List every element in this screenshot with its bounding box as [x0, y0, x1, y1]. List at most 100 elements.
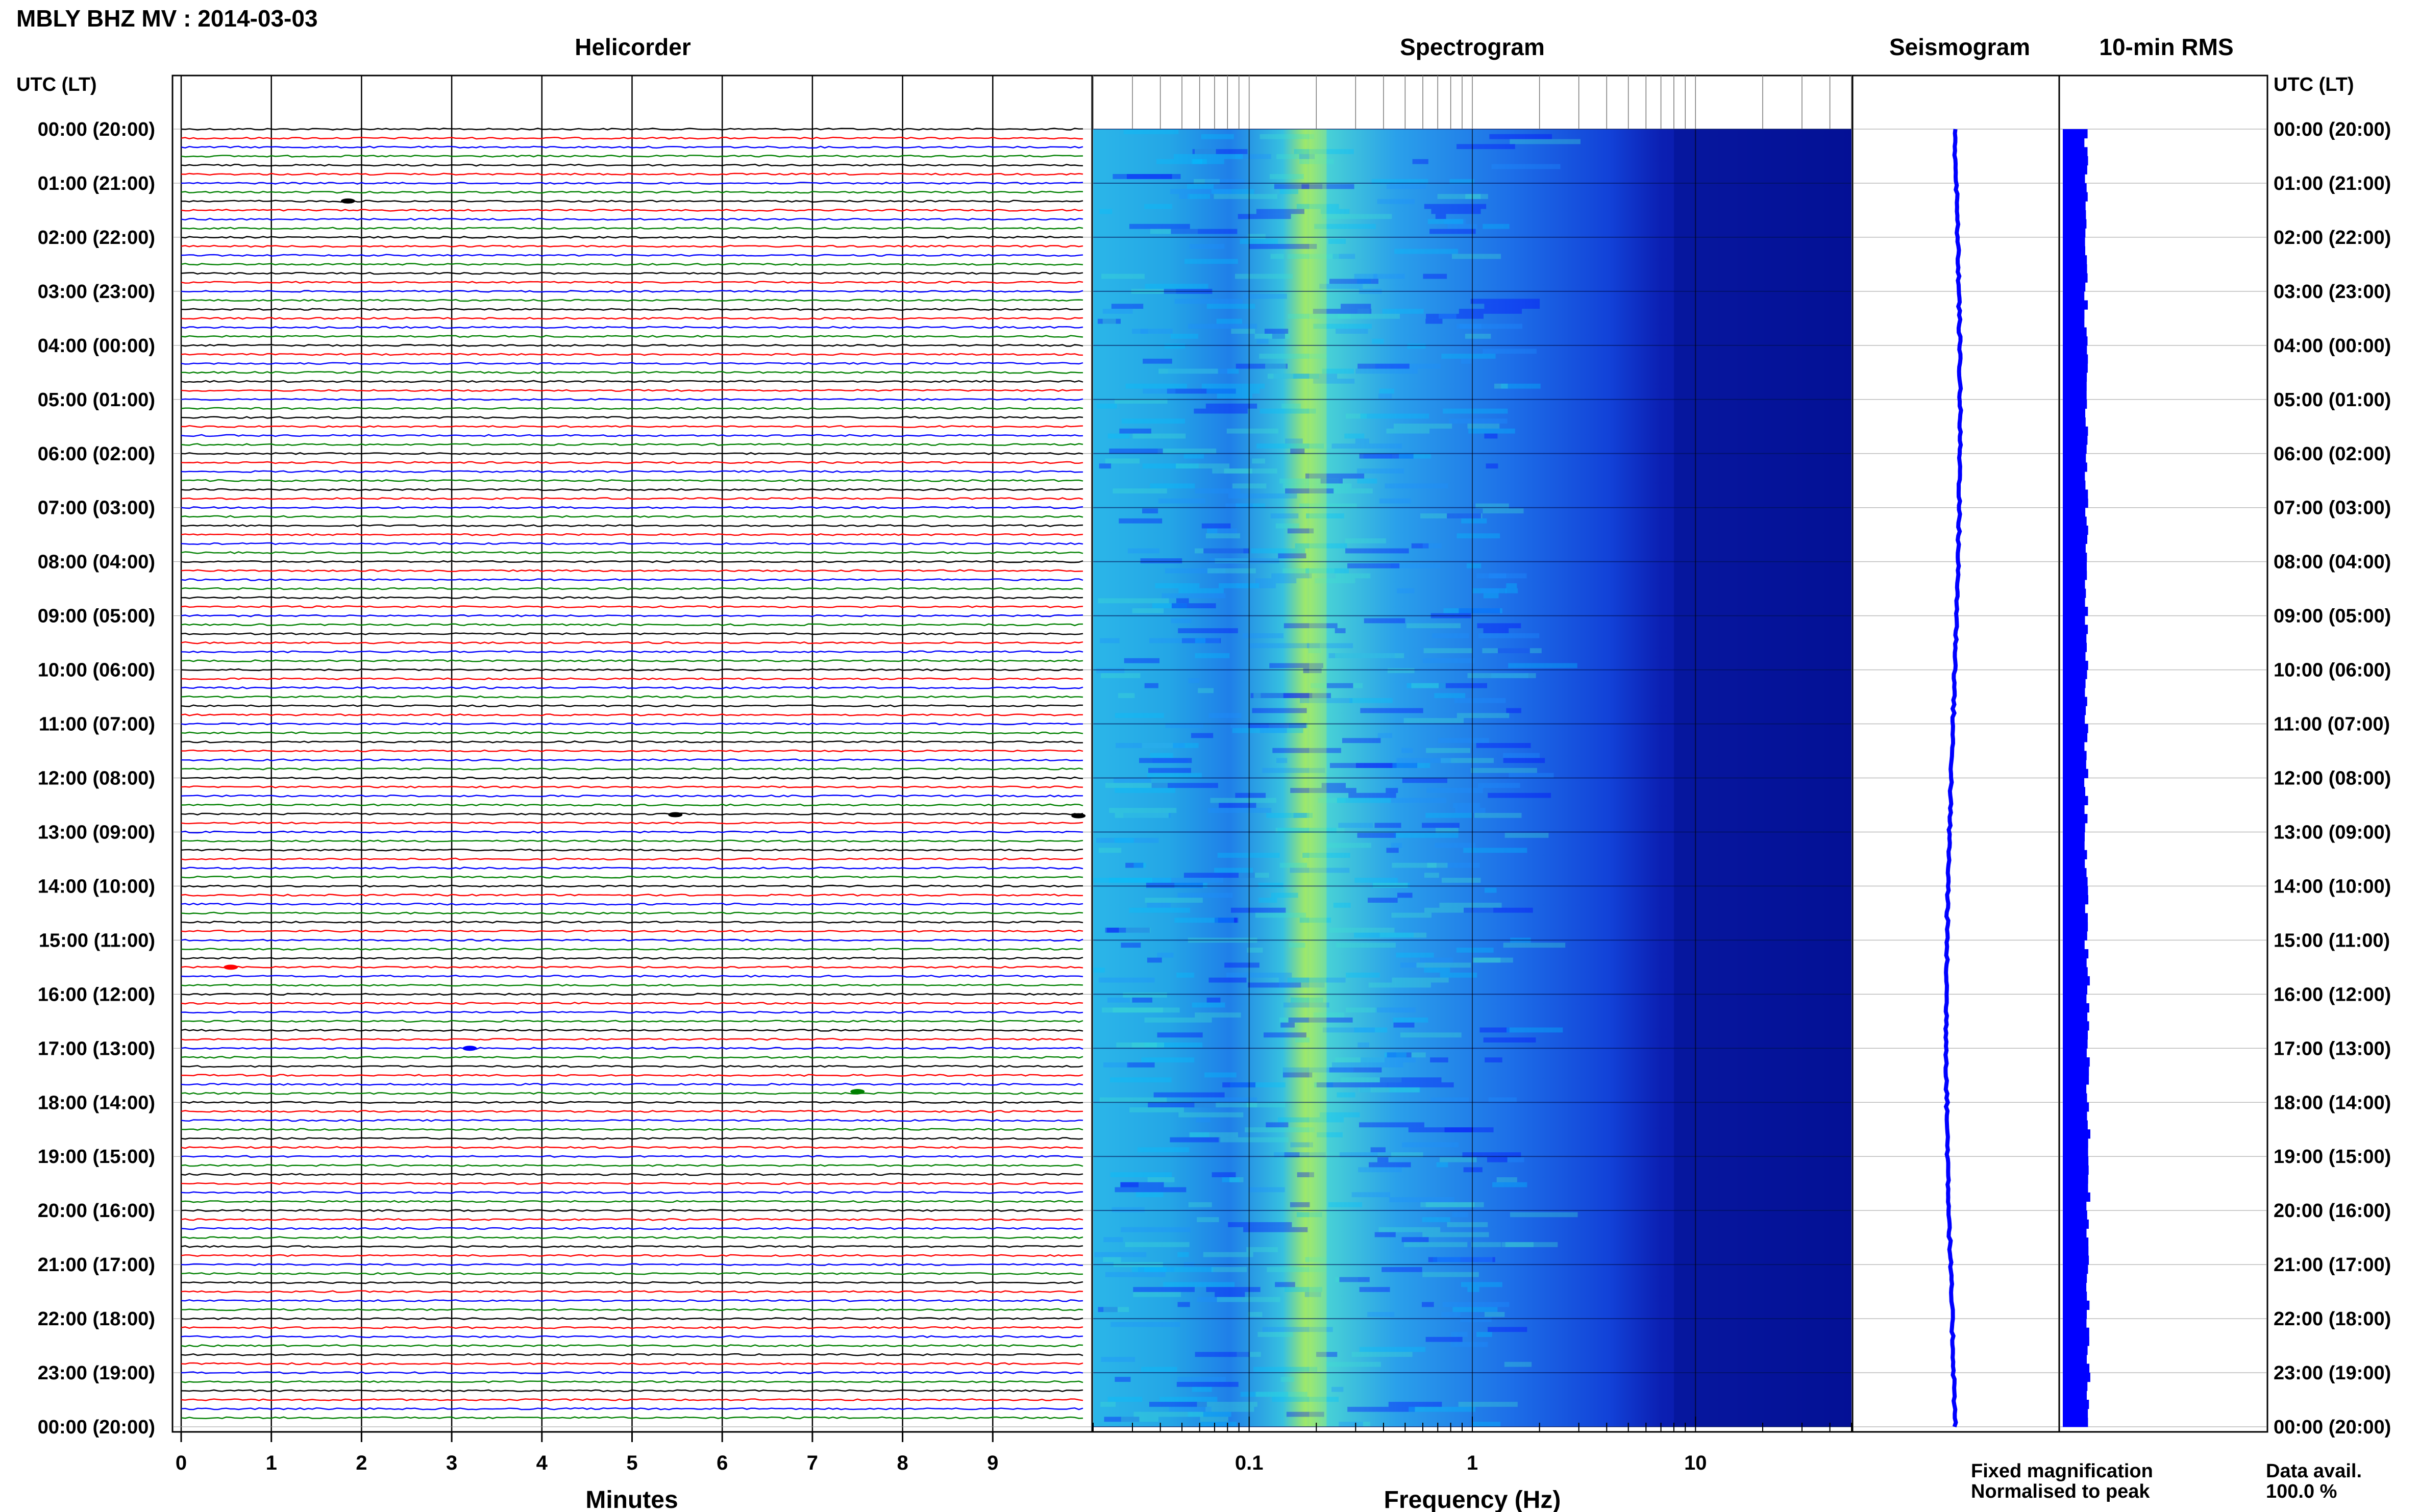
helicorder-tick-label: 2 — [356, 1452, 367, 1474]
spectrogram-cell — [1422, 1272, 1479, 1277]
spectrogram-cell — [1391, 1152, 1423, 1157]
rms-bar — [2063, 985, 2087, 995]
spectrogram-cell — [1167, 388, 1236, 394]
spectrogram-cell — [1443, 608, 1502, 613]
spectrogram-cell — [1317, 1132, 1343, 1137]
spectrogram-cell — [1201, 134, 1234, 139]
spectrogram-cell — [1105, 458, 1140, 464]
rms-bar — [2063, 1237, 2089, 1247]
spectrogram-cell — [1472, 957, 1513, 963]
rms-bar — [2063, 1012, 2088, 1022]
spectrogram-cell — [1276, 758, 1288, 763]
spectrogram-cell — [1420, 1202, 1484, 1207]
spectrogram-cell — [1197, 1297, 1242, 1302]
spectrogram-cell — [1347, 1406, 1415, 1412]
spectrogram-cell — [1115, 399, 1168, 404]
helicorder-trace — [181, 975, 1083, 978]
data-availability-value: 100.0 % — [2266, 1481, 2337, 1502]
spectrogram-cell — [1425, 1202, 1475, 1207]
time-label-left: 03:00 (23:00) — [38, 281, 155, 303]
spectrogram-cell — [1189, 244, 1225, 249]
helicorder-tick-label: 7 — [807, 1452, 818, 1474]
spectrogram-cell — [1176, 973, 1194, 978]
spectrogram-cell — [1457, 533, 1500, 538]
spectrogram-cell — [1101, 274, 1145, 279]
spectrogram-cell — [1348, 792, 1396, 798]
spectrogram-cell — [1207, 528, 1218, 534]
spectrogram-cell — [1379, 388, 1394, 394]
spectrogram-cell — [1320, 1112, 1360, 1118]
spectrogram-cell — [1381, 1267, 1422, 1272]
spectrogram-cell — [1116, 1042, 1164, 1048]
spectrogram-cell — [1243, 293, 1287, 299]
rms-bar — [2063, 318, 2085, 328]
spectrogram-cell — [1140, 329, 1173, 334]
spectrogram-cell — [1245, 1127, 1315, 1132]
spectrogram-cell — [1427, 219, 1464, 224]
helicorder-trace — [181, 767, 1083, 771]
rms-bar — [2063, 679, 2086, 688]
helicorder-trace — [181, 1164, 1083, 1167]
spectrogram-cell — [1150, 229, 1198, 234]
spectrogram-cell — [1264, 329, 1289, 334]
spectrogram-cell — [1096, 668, 1125, 674]
spectrogram-cell — [1488, 792, 1551, 798]
helicorder-tick-label: 6 — [717, 1452, 728, 1474]
spectrogram-cell — [1110, 1077, 1172, 1083]
spectrogram-cell — [1121, 1182, 1164, 1187]
rms-bar — [2063, 1201, 2087, 1211]
spectrogram-cell — [1437, 194, 1481, 199]
time-label-right: 05:00 (01:00) — [2274, 389, 2391, 411]
spectrogram-cell — [1115, 713, 1164, 718]
time-label-left: 08:00 (04:00) — [38, 552, 155, 573]
rms-bar — [2063, 994, 2087, 1004]
spectrogram-cell — [1201, 523, 1231, 529]
spectrogram-cell — [1156, 159, 1207, 164]
helicorder-trace — [181, 209, 1083, 212]
spectrogram-cell — [1336, 573, 1371, 579]
helicorder-trace — [181, 1155, 1083, 1158]
time-label-right: 06:00 (02:00) — [2274, 443, 2391, 465]
spectrogram-cell — [1222, 1082, 1255, 1087]
spectrogram-cell — [1105, 783, 1168, 788]
spectrogram-cell — [1132, 997, 1152, 1003]
spectrogram-cell — [1457, 713, 1510, 718]
spectrogram-cell — [1113, 174, 1181, 179]
spectrogram-cell — [1390, 563, 1440, 568]
spectrogram-cell — [1228, 1222, 1292, 1227]
spectrogram-cell — [1379, 932, 1427, 938]
spectrogram-cell — [1282, 568, 1335, 574]
helicorder-trace — [181, 1371, 1083, 1374]
spectrogram-cell — [1329, 927, 1395, 933]
left-axis-title: UTC (LT) — [16, 74, 97, 95]
spectrogram-cell — [1246, 1247, 1278, 1252]
spectrogram-cell — [1178, 588, 1224, 593]
spectrogram-cell — [1193, 159, 1224, 164]
spectrogram-cell — [1165, 568, 1226, 574]
spectrogram-cell — [1455, 808, 1486, 813]
spectrogram-cell — [1306, 513, 1344, 518]
spectrogram-tick-label: 1 — [1467, 1452, 1478, 1474]
spectrogram-cell — [1162, 593, 1226, 599]
time-label-right: 15:00 (11:00) — [2274, 930, 2390, 951]
helicorder-trace — [181, 1182, 1083, 1185]
spectrogram-cell — [1207, 568, 1256, 574]
spectrogram-cell — [1145, 284, 1208, 289]
spectrogram-cell — [1282, 1067, 1353, 1073]
spectrogram-cell — [1208, 713, 1242, 718]
spectrogram-cell — [1328, 488, 1373, 493]
spectrogram-cell — [1391, 842, 1402, 848]
spectrogram-cell — [1177, 1302, 1190, 1307]
spectrogram-cell — [1152, 758, 1188, 763]
spectrogram-cell — [1483, 593, 1499, 599]
spectrogram-cell — [1364, 618, 1405, 624]
helicorder-trace — [181, 632, 1083, 635]
helicorder-trace — [181, 614, 1083, 617]
helicorder-trace — [181, 1037, 1083, 1041]
spectrogram-cell — [1143, 388, 1176, 394]
spectrogram-cell — [1339, 1277, 1370, 1282]
spectrogram-cell — [1482, 648, 1542, 653]
spectrogram-cell — [1119, 518, 1163, 524]
time-label-right: 01:00 (21:00) — [2274, 173, 2391, 194]
helicorder-trace — [181, 740, 1083, 743]
